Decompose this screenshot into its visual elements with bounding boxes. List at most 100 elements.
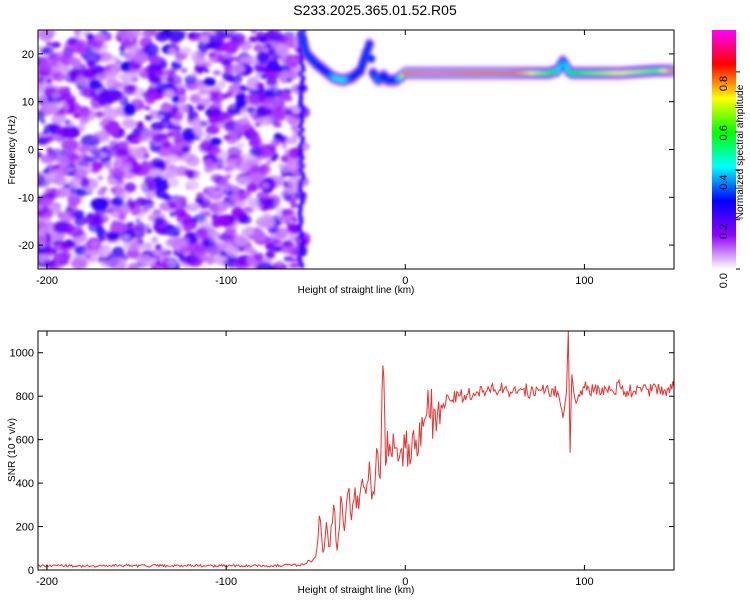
noise-blob (40, 197, 54, 207)
noise-blob (60, 251, 72, 260)
noise-blob (104, 162, 112, 169)
noise-blob (276, 122, 282, 127)
noise-blob (38, 110, 45, 122)
noise-edge-blob (300, 135, 306, 141)
noise-blob (56, 129, 64, 137)
noise-blob (64, 119, 71, 125)
noise-blob (63, 129, 75, 137)
noise-edge-blob (297, 103, 303, 109)
noise-edge-blob (300, 239, 306, 245)
spectrogram-x-ticks: -200 -100 0 100 (36, 30, 594, 287)
noise-blob (138, 213, 145, 219)
noise-edge-blob (297, 203, 303, 209)
noise-blob (135, 217, 141, 223)
noise-blob (171, 111, 184, 121)
x-tick-label: 100 (575, 275, 593, 287)
noise-blob (106, 231, 121, 241)
noise-blob (239, 84, 248, 92)
noise-blob (266, 59, 280, 72)
noise-blob (183, 226, 192, 233)
noise-blob (62, 239, 77, 249)
noise-blob (277, 163, 283, 168)
noise-blob (229, 160, 238, 169)
noise-blob (180, 145, 191, 154)
noise-blob (191, 118, 205, 131)
noise-blob (157, 110, 165, 116)
noise-blob (136, 121, 144, 129)
ridge-core (300, 37, 305, 42)
noise-blob (284, 108, 294, 116)
y-tick-label: -10 (18, 192, 34, 204)
noise-blob (183, 131, 196, 143)
noise-edge-blob (297, 187, 303, 193)
noise-blob (208, 104, 216, 110)
noise-blob (144, 93, 156, 105)
noise-blob (161, 140, 172, 149)
noise-blob (121, 70, 139, 84)
noise-blob (77, 73, 83, 78)
noise-blob (279, 92, 292, 101)
noise-blob (245, 106, 257, 114)
noise-edge-blob (297, 159, 303, 165)
noise-edge-blob (299, 79, 305, 85)
noise-blob (273, 200, 281, 207)
noise-blob (281, 143, 288, 149)
noise-blob (50, 41, 61, 49)
y-tick-label: 200 (16, 522, 34, 534)
noise-blob (255, 103, 260, 108)
noise-blob (90, 64, 105, 75)
noise-blob (76, 123, 86, 133)
chart-title: S233.2025.365.01.52.R05 (293, 2, 457, 18)
noise-edge-blob (297, 131, 303, 137)
noise-blob (148, 54, 163, 65)
noise-blob (51, 114, 65, 124)
noise-blob (193, 213, 206, 223)
noise-blob (52, 220, 69, 234)
noise-blob (262, 212, 273, 220)
noise-blob (222, 134, 232, 141)
noise-blob (203, 195, 212, 201)
y-tick-label: 800 (16, 391, 34, 403)
noise-blob (153, 175, 164, 184)
noise-blob (195, 104, 206, 111)
x-tick-label: -100 (215, 275, 237, 287)
noise-blob (225, 245, 239, 258)
noise-blob (226, 30, 234, 34)
noise-blob (261, 182, 270, 189)
noise-blob (98, 244, 112, 256)
colorbar-tick-label: 0.6 (718, 125, 730, 140)
noise-blob (38, 95, 49, 103)
noise-blob (225, 131, 239, 145)
noise-blob (214, 186, 221, 192)
noise-blob (253, 252, 265, 262)
noise-blob (163, 249, 173, 256)
noise-blob (248, 139, 261, 148)
noise-blob (250, 30, 258, 35)
noise-blob (287, 157, 294, 163)
noise-blob (163, 88, 175, 99)
noise-blob (38, 45, 44, 51)
noise-blob (165, 225, 181, 238)
noise-blob (124, 182, 137, 193)
noise-blob (161, 193, 171, 201)
ridge-core (369, 56, 374, 61)
noise-blob (46, 41, 52, 46)
noise-blob (276, 260, 283, 265)
noise-blob (245, 92, 263, 106)
ridge-core (302, 42, 306, 47)
noise-blob (183, 253, 198, 265)
noise-blob (123, 162, 133, 171)
noise-blob (272, 152, 279, 160)
noise-blob (280, 190, 291, 198)
noise-edge-blob (297, 123, 303, 129)
noise-blob (122, 103, 136, 116)
noise-blob (91, 146, 100, 152)
noise-blob (105, 70, 114, 77)
noise-edge-blob (297, 247, 303, 253)
noise-blob (121, 118, 137, 129)
noise-blob (43, 123, 61, 134)
noise-blob (287, 235, 296, 243)
noise-blob (127, 134, 134, 140)
noise-blob (284, 219, 291, 226)
noise-edge-blob (299, 231, 305, 237)
